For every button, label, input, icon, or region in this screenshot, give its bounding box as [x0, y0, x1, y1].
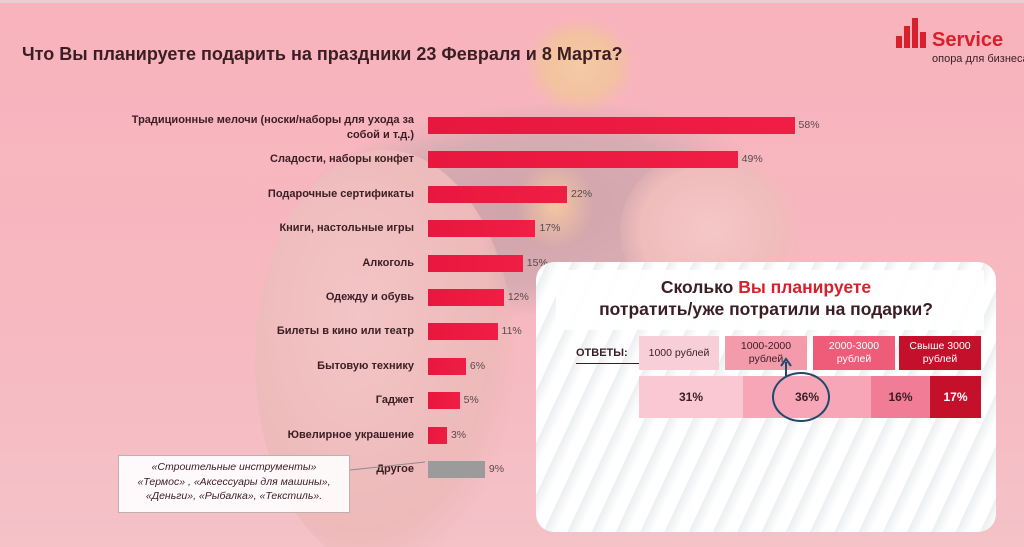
ribbon-shape [525, 18, 635, 113]
panel-title: Сколько Вы планируете потратить/уже потр… [536, 276, 996, 320]
category-label: Гаджет [375, 394, 414, 407]
value-label: 17% [539, 222, 561, 235]
answers-label: ОТВЕТЫ: [576, 347, 628, 359]
category-label: Традиционные мелочи (носки/наборы для ух… [131, 113, 414, 141]
bar [428, 426, 447, 444]
category-label: Бытовую технику [317, 359, 414, 372]
value-label: 6% [469, 359, 486, 372]
panel-title-part1: Сколько [660, 277, 739, 297]
bar [428, 220, 536, 238]
bar [428, 357, 466, 375]
note-line: «Термос» , «Аксессуары для машины», [137, 475, 331, 488]
bar [428, 289, 504, 306]
note-line: «Строительные инструменты» [151, 461, 317, 473]
value-label: 5% [463, 394, 479, 407]
category-label: Подарочные сертификаты [267, 187, 414, 200]
bar [428, 151, 738, 169]
bar [428, 117, 795, 134]
answer-option-1000: 1000 рублей [639, 336, 719, 370]
logo-word: Service [932, 29, 1004, 51]
answer-option-3000-plus: Свыше 3000 рублей [899, 336, 981, 370]
category-label: Одежду и обувь [325, 291, 414, 303]
arrow-up-icon [780, 357, 792, 377]
value-label: 12% [507, 291, 529, 303]
percent-cell: 31% [639, 376, 743, 418]
category-label: Алкоголь [362, 256, 414, 269]
panel-title-highlight: Вы планируете [738, 277, 872, 297]
bar [428, 461, 485, 478]
value-label: 22% [571, 187, 593, 200]
logo-bars-icon [896, 18, 932, 48]
category-label: Ювелирное украшение [287, 428, 414, 441]
page-title: Что Вы планируете подарить на праздники … [22, 44, 623, 64]
bar [428, 254, 523, 272]
category-label: Книги, настольные игры [279, 222, 414, 235]
answer-option-2000-3000: 2000-3000 рублей [813, 336, 895, 370]
note-line: «Деньги», «Рыбалка», «Текстиль». [145, 490, 323, 502]
bar [428, 392, 460, 410]
percent-cell: 17% [930, 376, 981, 418]
logo-tagline: опора для бизнеса [932, 53, 1024, 65]
value-label: 3% [450, 428, 467, 441]
value-label: 49% [741, 153, 763, 166]
highlight-circle [772, 372, 830, 422]
bar [428, 323, 498, 341]
category-label: Билеты в кино или театр [276, 325, 414, 338]
percent-cell: 16% [871, 376, 930, 418]
bar [428, 185, 568, 203]
answers-underline [576, 363, 656, 364]
panel-title-line2: потратить/уже потратили на подарки? [599, 299, 933, 319]
service-logo: Service опора для бизнеса [896, 18, 1024, 68]
panel-title-backdrop [556, 270, 984, 330]
value-label: 11% [501, 325, 522, 338]
category-label: Сладости, наборы конфет [270, 153, 414, 166]
value-label: 9% [488, 463, 505, 475]
answer-option-1000-2000: 1000-2000 рублей [725, 336, 807, 370]
note-pointer-icon [350, 461, 425, 471]
spending-panel: Сколько Вы планируете потратить/уже потр… [536, 262, 996, 532]
other-answers-note: «Строительные инструменты» «Термос» , «А… [118, 455, 350, 513]
value-label: 58% [798, 119, 820, 131]
top-strip [0, 0, 1024, 3]
